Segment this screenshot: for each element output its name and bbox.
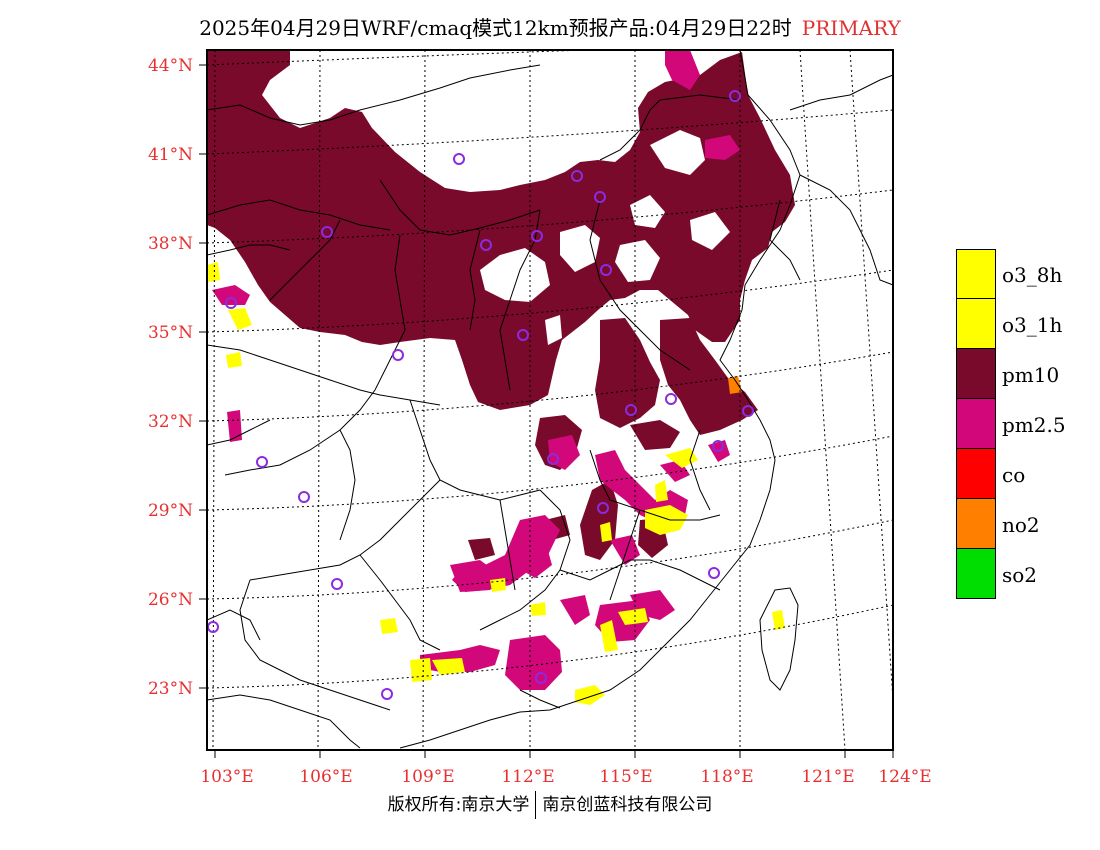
city-marker (480, 239, 492, 251)
lon-label: 112°E (501, 767, 554, 787)
tick-marks (199, 64, 894, 758)
lat-label: 38°N (148, 234, 193, 254)
legend-label: pm10 (1002, 363, 1060, 387)
legend-swatch (956, 549, 996, 599)
legend-item-pm10: pm10 (956, 349, 1096, 399)
legend-label: o3_8h (1002, 263, 1063, 287)
legend-item-so2: so2 (956, 549, 1096, 599)
map-title: 2025年04月29日WRF/cmaq模式12km预报产品:04月29日22时 P… (0, 12, 1100, 41)
city-marker (392, 349, 404, 361)
legend-label: o3_1h (1002, 313, 1063, 337)
legend-item-o3-8h: o3_8h (956, 249, 1096, 299)
legend: o3_8h o3_1h pm10 pm2.5 co no2 so2 (956, 249, 1096, 599)
lon-label: 118°E (700, 767, 753, 787)
lat-label: 35°N (148, 323, 193, 343)
city-marker (331, 578, 343, 590)
lat-label: 23°N (148, 679, 193, 699)
lat-label: 32°N (148, 412, 193, 432)
legend-swatch (956, 249, 996, 299)
city-marker (321, 226, 333, 238)
city-marker (625, 404, 637, 416)
city-marker (742, 405, 754, 417)
copyright-footer: 版权所有:南京大学 南京创蓝科技有限公司 (0, 790, 1100, 819)
primary-label: PRIMARY (801, 16, 901, 40)
city-marker (597, 502, 609, 514)
city-marker (535, 672, 547, 684)
o3-patches (207, 262, 785, 705)
city-markers (207, 90, 754, 700)
city-marker (453, 153, 465, 165)
legend-swatch (956, 449, 996, 499)
city-marker (298, 491, 310, 503)
legend-item-co: co (956, 449, 1096, 499)
pollution-fields (207, 50, 795, 705)
lat-label: 26°N (148, 590, 193, 610)
lat-label: 29°N (148, 501, 193, 521)
legend-item-no2: no2 (956, 499, 1096, 549)
city-marker (665, 393, 677, 405)
footer-divider (535, 791, 537, 819)
city-marker (256, 456, 268, 468)
city-marker (531, 230, 543, 242)
city-marker (381, 688, 393, 700)
copyright-owner: 版权所有:南京大学 (387, 795, 530, 815)
city-marker (571, 170, 583, 182)
city-marker (547, 453, 559, 465)
city-marker (729, 90, 741, 102)
map-frame (206, 49, 894, 751)
lon-label: 124°E (878, 767, 931, 787)
longitude-labels: 103°E 106°E 109°E 112°E 115°E 118°E 121°… (200, 767, 931, 787)
city-marker (712, 440, 724, 452)
city-marker (594, 191, 606, 203)
graticule (207, 50, 893, 750)
latitude-labels: 44°N 41°N 38°N 35°N 32°N 29°N 26°N 23°N (148, 56, 193, 699)
city-marker (600, 264, 612, 276)
legend-item-pm25: pm2.5 (956, 399, 1096, 449)
legend-swatch (956, 299, 996, 349)
lon-label: 121°E (801, 767, 854, 787)
legend-item-o3-1h: o3_1h (956, 299, 1096, 349)
lon-label: 103°E (200, 767, 253, 787)
legend-label: pm2.5 (1002, 413, 1066, 437)
no2-patch (728, 376, 742, 394)
lon-label: 106°E (299, 767, 352, 787)
lat-label: 41°N (148, 145, 193, 165)
city-marker (708, 567, 720, 579)
copyright-company: 南京创蓝科技有限公司 (542, 795, 713, 815)
legend-label: so2 (1002, 563, 1038, 587)
lon-label: 115°E (599, 767, 652, 787)
lat-label: 44°N (148, 56, 193, 76)
legend-swatch (956, 499, 996, 549)
pm10-region-central (595, 318, 660, 428)
legend-swatch (956, 349, 996, 399)
legend-label: co (1002, 463, 1026, 487)
city-marker (225, 297, 237, 309)
pm10-region-north (207, 50, 795, 410)
title-text: 2025年04月29日WRF/cmaq模式12km预报产品:04月29日22时 (199, 16, 792, 40)
city-marker (517, 329, 529, 341)
legend-label: no2 (1002, 513, 1040, 537)
legend-swatch (956, 399, 996, 449)
lon-label: 109°E (401, 767, 454, 787)
pm10-region-east (660, 318, 758, 435)
boundaries (207, 50, 893, 749)
